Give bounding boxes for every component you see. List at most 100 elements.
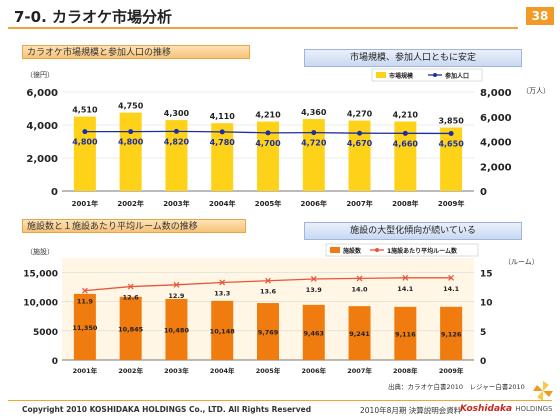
market-chart-left-tick-label: 4,000	[26, 121, 58, 132]
facility-chart-bar	[394, 306, 417, 360]
facility-chart-bar-label: 11,350	[72, 324, 98, 332]
market-chart-bar-label: 4,270	[347, 110, 373, 119]
market-chart-bar	[73, 116, 96, 191]
market-chart-bar-label: 4,750	[118, 102, 144, 111]
market-chart-right-tick-label: 8,000	[480, 88, 512, 99]
market-chart-bar-label: 4,300	[164, 109, 190, 118]
facility-chart-line-label: 12.6	[123, 294, 140, 302]
market-chart-bar-label: 4,360	[301, 108, 327, 117]
market-chart-line-label: 4,800	[72, 138, 98, 147]
market-chart-category-label: 2006年	[301, 199, 327, 208]
facility-chart-bar	[73, 293, 96, 360]
facility-chart-right-tick-label: 10	[480, 299, 493, 309]
market-chart-bar	[211, 123, 234, 191]
facility-chart-line-label: 12.9	[168, 292, 185, 300]
market-chart-category-label: 2007年	[346, 199, 372, 208]
market-chart-legend-swatch-marker	[433, 73, 437, 77]
market-chart-line-label: 4,650	[438, 139, 464, 148]
logo-main: Koshidaka	[460, 404, 513, 414]
market-chart-right-tick-label: 6,000	[480, 113, 512, 124]
facility-chart-line-point	[356, 275, 363, 282]
facility-chart-bar	[165, 298, 188, 360]
company-logo: Koshidaka HOLDINGS	[460, 404, 552, 414]
market-chart-line-point	[173, 128, 179, 134]
market-chart-left-tick-label: 6,000	[26, 88, 58, 99]
facility-chart-line-label: 14.0	[352, 285, 369, 293]
facility-chart-bar	[348, 306, 371, 360]
facility-chart-category-label: 2009年	[439, 366, 464, 375]
market-chart-legend-swatch-bar	[376, 72, 386, 78]
market-chart-bar	[440, 127, 463, 191]
market-chart-legend-label: 参加人口	[444, 72, 469, 80]
facility-chart-bar	[302, 304, 325, 360]
facility-chart-legend-swatch-marker	[375, 248, 379, 252]
market-chart-bar	[302, 119, 325, 191]
facility-chart-line-label: 13.6	[260, 288, 277, 296]
facility-chart-line-point	[402, 274, 409, 281]
chart1-right-unit: （万人）	[522, 87, 550, 95]
market-chart-bar-label: 4,210	[255, 111, 281, 120]
page-number: 38	[526, 7, 554, 25]
market-chart-line-point	[82, 129, 88, 135]
market-chart-line-label: 4,820	[164, 137, 190, 146]
facility-chart-bar-label: 10,148	[210, 327, 236, 335]
market-chart-category-label: 2009年	[438, 199, 464, 208]
market-chart-bar-label: 3,850	[438, 116, 464, 125]
facility-chart-category-label: 2008年	[393, 366, 418, 375]
slide-header: 7-0. カラオケ市場分析 38	[0, 0, 560, 32]
market-chart-category-label: 2004年	[209, 199, 235, 208]
market-chart-left-tick-label: 0	[51, 187, 58, 198]
facility-chart-line-point	[219, 279, 226, 286]
market-chart-bar	[165, 120, 188, 191]
market-chart-right-tick-label: 2,000	[480, 162, 512, 173]
chart1-left-unit: （億円）	[26, 71, 54, 79]
market-chart-bar	[257, 121, 279, 191]
market-chart-right-tick-label: 4,000	[480, 138, 512, 149]
footer-divider	[8, 400, 552, 401]
market-chart-line-point	[402, 130, 408, 136]
market-chart-bar-label: 4,510	[72, 106, 98, 115]
facility-chart-category-label: 2005年	[256, 366, 281, 375]
market-chart-bar	[348, 120, 371, 191]
market-chart-line-point	[265, 130, 271, 136]
facility-chart-legend-swatch-bar	[330, 247, 340, 253]
facility-chart-right-tick-label: 15	[480, 270, 493, 280]
market-chart-bar-label: 4,110	[210, 112, 236, 121]
facility-chart-line-label: 11.9	[77, 298, 94, 306]
logo-sub: HOLDINGS	[515, 405, 553, 413]
facility-chart-bar	[257, 303, 279, 360]
chart1-section-title: カラオケ市場規模と参加人口の推移	[22, 45, 250, 59]
facility-chart-bar	[119, 296, 142, 360]
market-chart-legend-label: 市場規模	[389, 72, 414, 80]
market-chart-right-tick-label: 0	[480, 187, 487, 198]
chart2-right-unit: （ルーム）	[504, 258, 539, 266]
facility-chart-category-label: 2002年	[118, 366, 143, 375]
facility-chart-legend-box	[325, 243, 479, 257]
facility-chart-bar	[440, 306, 463, 360]
market-chart-category-label: 2005年	[255, 199, 281, 208]
facility-chart-left-tick-label: 15,000	[23, 270, 58, 280]
market-chart-left-tick-label: 2,000	[26, 154, 58, 165]
market-chart-line-label: 4,660	[393, 139, 419, 148]
facility-chart-line-point	[265, 277, 271, 284]
market-chart-line-point	[357, 130, 363, 136]
page-title: 7-0. カラオケ市場分析	[14, 8, 173, 26]
market-chart-line-point	[448, 130, 454, 136]
market-chart-bar-label: 4,210	[393, 111, 419, 120]
facility-chart-line-label: 13.9	[306, 286, 323, 294]
facility-chart-bar-label: 9,126	[441, 330, 462, 338]
market-chart-line-label: 4,780	[210, 138, 236, 147]
chart2-callout: 施設の大型化傾向が続いている	[304, 222, 522, 240]
market-chart-bar	[394, 121, 417, 191]
facility-chart-category-label: 2007年	[347, 366, 372, 375]
facility-chart-bar-label: 9,241	[349, 330, 370, 338]
facility-chart-legend-label: 施設数	[343, 247, 362, 255]
facility-chart-bar-label: 10,845	[118, 325, 144, 333]
facility-chart-right-tick-label: 5	[480, 328, 486, 338]
facility-chart-line-point	[127, 283, 134, 290]
source-note: 出典：カラオケ白書2010 レジャー白書2010	[388, 383, 525, 391]
market-chart-category-label: 2008年	[392, 199, 418, 208]
market-chart-line-point	[311, 130, 317, 136]
facility-chart-line-point	[448, 274, 455, 281]
